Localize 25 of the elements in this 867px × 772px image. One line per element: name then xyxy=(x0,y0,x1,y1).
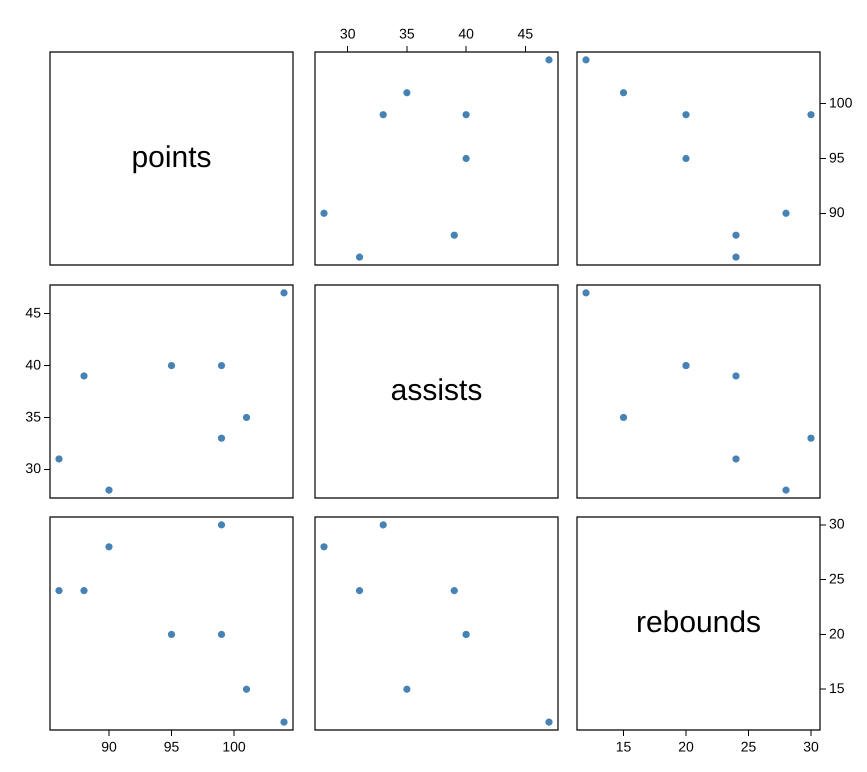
y-tick-label: 15 xyxy=(829,680,845,696)
y-tick-label: 90 xyxy=(829,204,845,220)
x-tick-label: 30 xyxy=(340,25,356,42)
x-tick-label: 15 xyxy=(616,738,632,754)
x-tick-label: 95 xyxy=(164,738,180,754)
x-tick-label: 25 xyxy=(740,738,756,754)
y-tick-label: 30 xyxy=(829,516,845,532)
x-tick-label: 20 xyxy=(678,738,694,754)
text: rebounds xyxy=(636,606,762,639)
text: assists xyxy=(390,374,482,407)
y-tick-label: 30 xyxy=(25,460,42,476)
x-tick-label: 45 xyxy=(518,25,534,42)
x-tick-label: 40 xyxy=(458,25,474,42)
y-tick-label: 25 xyxy=(829,570,845,587)
y-tick-label: 45 xyxy=(25,304,42,321)
x-tick-label: 100 xyxy=(222,738,246,754)
y-tick-label: 40 xyxy=(25,356,42,372)
y-tick-label: 95 xyxy=(829,149,845,166)
x-tick-label: 30 xyxy=(803,738,819,754)
x-tick-label: 90 xyxy=(101,738,117,754)
y-tick-label: 20 xyxy=(829,625,845,642)
y-tick-label: 100 xyxy=(829,94,853,111)
text: points xyxy=(131,140,212,174)
y-tick-label: 35 xyxy=(25,408,42,424)
x-tick-label: 35 xyxy=(399,25,415,42)
